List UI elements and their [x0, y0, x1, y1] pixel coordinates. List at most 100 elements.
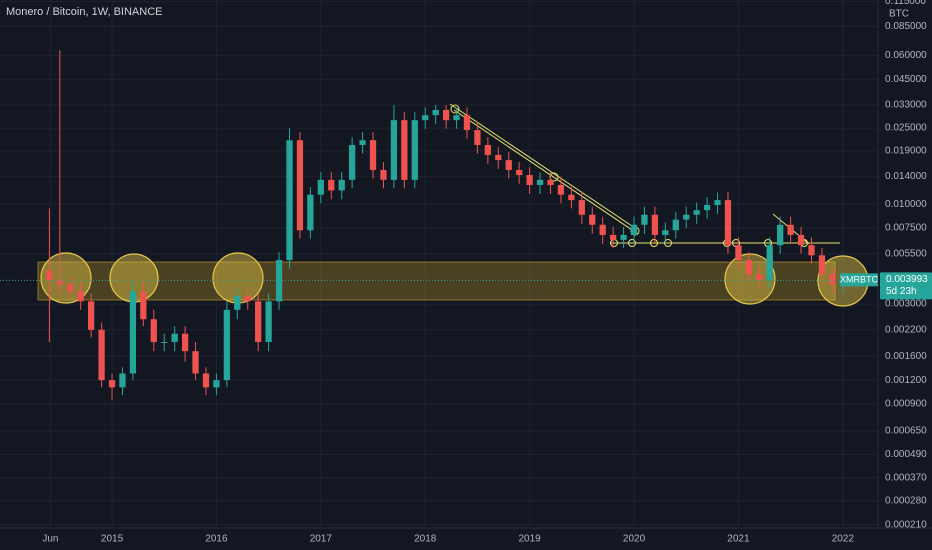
candle-body — [484, 144, 491, 155]
candle-body — [234, 296, 241, 310]
candle-body — [693, 210, 700, 215]
y-tick-label: 0.007500 — [885, 223, 927, 234]
y-tick-label: 0.000210 — [885, 519, 927, 530]
candles — [46, 50, 846, 400]
candle-body — [286, 140, 293, 261]
candle-body — [380, 169, 387, 180]
candle-body — [422, 115, 429, 121]
candle-body — [359, 140, 366, 145]
highlight-circle — [724, 253, 776, 305]
candle-body — [67, 284, 74, 292]
y-tick-label: 0.060000 — [885, 50, 927, 61]
trend-line — [453, 109, 639, 235]
candle-body — [599, 224, 606, 235]
y-tick-label: 0.001600 — [885, 351, 927, 362]
candle-body — [213, 380, 220, 388]
candle-body — [724, 200, 732, 246]
candle-body — [223, 309, 230, 381]
x-tick-label: Jun — [42, 534, 58, 545]
x-tick-label: 2018 — [414, 534, 437, 545]
candle-body — [651, 214, 659, 235]
candle-body — [829, 274, 836, 285]
candle-body — [317, 179, 324, 195]
candle-body — [797, 234, 805, 246]
candle-body — [495, 154, 502, 161]
y-tick-label: 0.025000 — [885, 123, 927, 134]
drawings — [37, 103, 869, 307]
candle-body — [683, 214, 690, 220]
grid — [0, 0, 878, 528]
x-tick-label: 2022 — [832, 534, 855, 545]
trend-line — [449, 103, 636, 229]
candle-body — [192, 351, 199, 374]
y-tick-label: 0.010000 — [885, 199, 927, 210]
candle-body — [714, 200, 721, 205]
candle-body — [453, 115, 460, 121]
y-unit: BTC — [889, 9, 909, 20]
y-tick-label: 0.000280 — [885, 496, 927, 507]
candle-body — [589, 214, 596, 225]
candle-body — [390, 120, 398, 180]
touch-point — [650, 239, 658, 247]
candle-body — [171, 333, 178, 342]
highlight-circle — [40, 252, 92, 304]
candle-body — [129, 291, 137, 374]
candle-body — [505, 160, 512, 170]
symbol-tag: XMRBTC — [840, 275, 879, 285]
touch-point — [664, 239, 672, 247]
candle-body — [369, 140, 377, 170]
y-tick-label: 0.115000 — [885, 0, 926, 7]
y-tick-label: 0.002200 — [885, 324, 927, 335]
countdown: 5d 23h — [886, 286, 917, 297]
touch-point — [628, 239, 636, 247]
candle-body — [735, 245, 742, 261]
candle-body — [296, 140, 304, 231]
candle-body — [56, 280, 63, 285]
y-tick-label: 0.000650 — [885, 426, 927, 437]
candle-body — [108, 380, 116, 388]
candle-body — [474, 130, 481, 145]
candle-body — [432, 109, 439, 116]
x-tick-label: 2016 — [205, 534, 228, 545]
candle-body — [463, 115, 471, 131]
candle-body — [641, 214, 648, 225]
candle-body — [181, 333, 189, 352]
candle-body — [265, 301, 272, 342]
candle-body — [338, 179, 345, 191]
candle-body — [766, 245, 773, 281]
candle-body — [703, 204, 711, 211]
y-tick-label: 0.033000 — [885, 100, 927, 111]
candle-body — [46, 270, 53, 281]
y-tick-label: 0.014000 — [885, 171, 927, 182]
y-tick-label: 0.005500 — [885, 248, 927, 259]
candle-body — [578, 200, 585, 215]
candle-body — [547, 179, 554, 185]
y-tick-label: 0.000370 — [885, 472, 927, 483]
candle-body — [516, 169, 523, 176]
candle-body — [620, 234, 627, 240]
candle-body — [98, 329, 105, 381]
price-tag-bg — [880, 272, 932, 300]
y-tick-label: 0.000900 — [885, 399, 927, 410]
touch-point — [450, 104, 460, 114]
candle-body — [808, 245, 815, 256]
chart-title: Monero / Bitcoin, 1W, BINANCE — [6, 6, 163, 18]
x-tick-label: 2020 — [623, 534, 646, 545]
x-tick-label: 2017 — [310, 534, 333, 545]
price-tag: 0.003993 — [886, 274, 928, 285]
x-tick-label: 2021 — [727, 534, 750, 545]
candle-body — [307, 194, 314, 231]
candle-body — [88, 301, 95, 330]
candle-body — [244, 296, 251, 302]
candle-body — [536, 179, 544, 185]
candle-body — [568, 194, 575, 201]
candle-body — [777, 224, 784, 246]
candle-body — [401, 120, 408, 180]
y-tick-label: 0.000490 — [885, 449, 927, 460]
y-tick-label: 0.019000 — [885, 146, 927, 157]
y-tick-label: 0.001200 — [885, 375, 927, 386]
candle-body — [756, 274, 763, 281]
candle-body — [202, 373, 210, 388]
